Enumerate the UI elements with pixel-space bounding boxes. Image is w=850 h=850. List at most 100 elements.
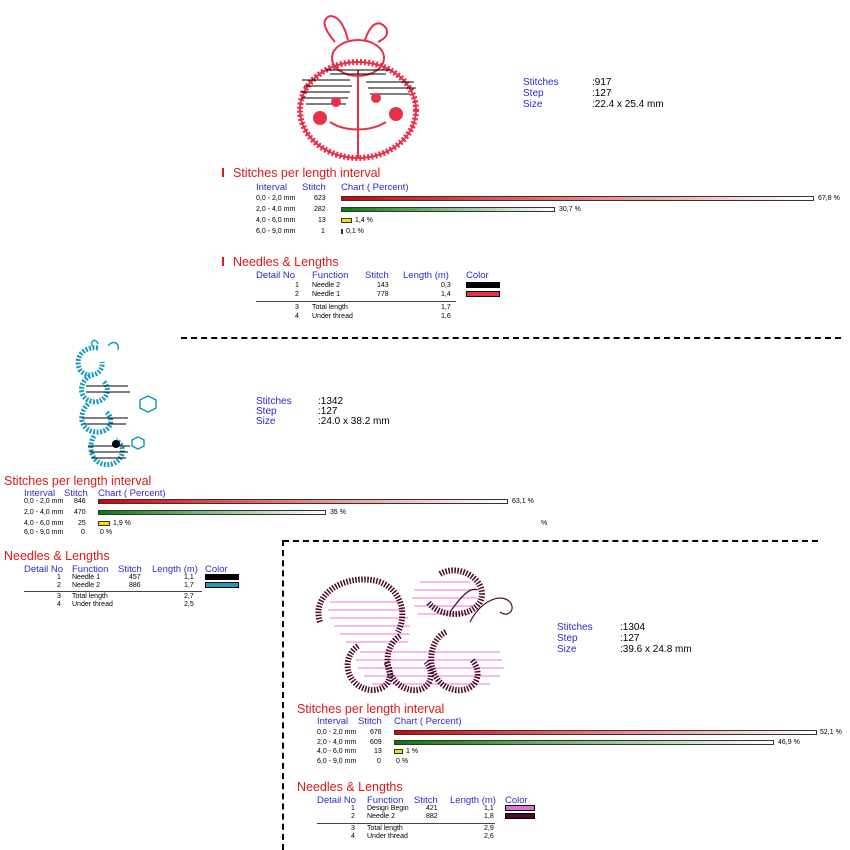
length-header: Length (m) <box>152 564 198 575</box>
color-header: Color <box>466 270 489 281</box>
interval-percent: 63,1 % <box>512 498 534 505</box>
needle-color-swatch <box>505 813 535 819</box>
needle-function: Design Begin <box>367 805 409 812</box>
interval-label: 4,0 - 6,0 mm <box>256 217 296 224</box>
stitch-header: Stitch <box>358 716 382 727</box>
caterpillar-embroidery-image <box>75 339 157 468</box>
total-no: 3 <box>295 304 299 311</box>
total-no: 3 <box>351 825 355 832</box>
size-value: :24.0 x 38.2 mm <box>318 416 390 427</box>
interval-bar <box>341 218 352 223</box>
needle-no: 1 <box>295 282 299 289</box>
interval-stitch: 25 <box>78 520 86 527</box>
section-marker <box>222 257 224 266</box>
step-value: :127 <box>620 633 640 644</box>
total-length: 2,7 <box>184 593 194 600</box>
needle-length: 1,8 <box>484 813 494 820</box>
chart-header: Chart ( Percent) <box>98 488 166 499</box>
total-no: 4 <box>351 833 355 840</box>
size-value: :22.4 x 25.4 mm <box>592 99 664 110</box>
interval-label: 6,0 - 9,0 mm <box>256 228 296 235</box>
size-value: :39.6 x 24.8 mm <box>620 644 692 655</box>
chart-header: Chart ( Percent) <box>341 182 409 193</box>
needle-stitch: 421 <box>426 805 438 812</box>
interval-bar <box>341 207 555 212</box>
interval-label: 4,0 - 6,0 mm <box>24 520 64 527</box>
bee-embroidery-image <box>315 567 513 694</box>
color-header: Color <box>205 564 228 575</box>
interval-percent: 67,8 % <box>818 195 840 202</box>
chart-header: Chart ( Percent) <box>394 716 462 727</box>
needle-length: 0,3 <box>441 282 451 289</box>
table-divider <box>256 301 456 302</box>
interval-bar <box>394 749 403 754</box>
total-no: 4 <box>295 313 299 320</box>
needle-color-swatch <box>505 805 535 811</box>
needle-color-swatch <box>205 574 239 580</box>
total-length: 2,6 <box>484 833 494 840</box>
interval-percent: 30,7 % <box>559 206 581 213</box>
interval-percent: 52,1 % <box>820 729 842 736</box>
interval-percent: 35 % <box>330 509 346 516</box>
table-divider <box>317 823 495 824</box>
needle-function: Needle 2 <box>312 282 341 289</box>
interval-label: 6,0 - 9,0 mm <box>24 529 64 536</box>
interval-label: 2,0 - 4,0 mm <box>24 509 64 516</box>
interval-stitch: 0 <box>81 529 85 536</box>
needle-stitch: 778 <box>377 291 389 298</box>
function-header: Function <box>72 564 109 575</box>
total-function: Total length <box>367 825 403 832</box>
total-function: Under thread <box>367 833 408 840</box>
interval-stitch: 470 <box>74 509 86 516</box>
spl-title: Stitches per length interval <box>4 474 152 488</box>
interval-bar <box>341 229 343 234</box>
interval-percent: 46,9 % <box>778 739 800 746</box>
step-label: Step <box>557 633 578 644</box>
total-length: 2,5 <box>184 601 194 608</box>
needle-stitch: 882 <box>426 813 438 820</box>
interval-stitch: 623 <box>314 195 326 202</box>
interval-percent: 1,4 % <box>355 217 373 224</box>
interval-bar <box>394 730 817 735</box>
stray-percent-mark: % <box>541 520 548 527</box>
needle-length: 1,1 <box>184 574 194 581</box>
total-length: 1,7 <box>441 304 451 311</box>
total-function: Total length <box>72 593 108 600</box>
interval-stitch: 609 <box>370 739 382 746</box>
ladybug-embroidery-image <box>297 14 419 161</box>
length-header: Length (m) <box>403 270 449 281</box>
interval-percent: 0 % <box>100 529 113 536</box>
stitches-value: :1304 <box>620 622 646 633</box>
needle-length: 1,1 <box>484 805 494 812</box>
nl-title: Needles & Lengths <box>4 549 110 563</box>
interval-bar <box>98 521 110 526</box>
stitches-value: :917 <box>592 77 612 88</box>
detail-header: Detail No <box>317 795 357 806</box>
needle-length: 1,7 <box>184 582 194 589</box>
interval-bar <box>98 510 326 515</box>
needle-no: 1 <box>351 805 355 812</box>
total-function: Total length <box>312 304 348 311</box>
interval-header: Interval <box>317 716 349 727</box>
interval-stitch: 282 <box>314 206 326 213</box>
step-label: Step <box>256 406 277 417</box>
stitch-header: Stitch <box>414 795 438 806</box>
interval-label: 6,0 - 9,0 mm <box>317 758 357 765</box>
interval-percent: 1,9 % <box>113 520 131 527</box>
spl-title: Stitches per length interval <box>297 702 445 716</box>
interval-stitch: 676 <box>370 729 382 736</box>
divider-dashed <box>283 540 818 542</box>
needle-no: 2 <box>295 291 299 298</box>
interval-label: 0,0 - 2,0 mm <box>24 498 64 505</box>
interval-percent: 0,1 % <box>346 228 364 235</box>
total-length: 1,6 <box>441 313 451 320</box>
interval-label: 2,0 - 4,0 mm <box>317 739 357 746</box>
total-no: 4 <box>57 601 61 608</box>
color-header: Color <box>505 795 528 806</box>
stitch-header: Stitch <box>302 182 326 193</box>
step-value: :127 <box>592 88 612 99</box>
needle-color-swatch <box>205 582 239 588</box>
stitch-header: Stitch <box>365 270 389 281</box>
size-label: Size <box>256 416 276 427</box>
step-value: :127 <box>318 406 338 417</box>
